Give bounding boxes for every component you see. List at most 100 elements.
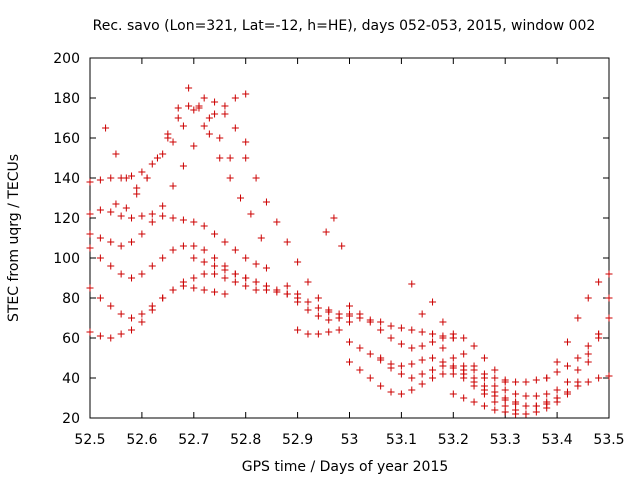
data-point-track-12 [294, 326, 302, 334]
data-point-track-11 [314, 304, 322, 312]
y-tick-label: 180 [53, 91, 80, 107]
data-point-track-16 [366, 318, 374, 326]
data-point-track-21 [563, 338, 571, 346]
data-point-track-03 [242, 90, 250, 98]
data-point-track-05 [138, 310, 146, 318]
data-point-track-06 [128, 326, 136, 334]
data-point-track-02 [96, 206, 104, 214]
data-point-track-09 [283, 290, 291, 298]
data-point-track-02 [252, 260, 260, 268]
data-point-track-19 [563, 378, 571, 386]
data-point-track-07 [133, 184, 141, 192]
data-point-track-16 [397, 340, 405, 348]
data-point-track-11 [418, 328, 426, 336]
data-point-track-20 [512, 410, 520, 418]
data-point-track-15 [429, 354, 437, 362]
data-point-track-08 [122, 204, 130, 212]
data-point-track-09 [221, 266, 229, 274]
data-point-track-09 [242, 274, 250, 282]
data-point-track-09 [231, 270, 239, 278]
data-point-track-20 [553, 398, 561, 406]
data-point-track-03 [169, 182, 177, 190]
data-point-track-08 [112, 200, 120, 208]
data-point-track-08 [185, 102, 193, 110]
data-point-track-05 [96, 294, 104, 302]
data-point-track-04 [190, 242, 198, 250]
data-point-track-16 [470, 342, 478, 350]
data-point-track-19 [522, 392, 530, 400]
data-point-track-18 [449, 354, 457, 362]
data-point-track-19 [605, 314, 613, 322]
data-point-track-21 [553, 358, 561, 366]
data-point-track-11 [408, 326, 416, 334]
data-point-track-01 [138, 168, 146, 176]
x-tick-label: 52.5 [74, 432, 105, 448]
data-point-track-04 [200, 246, 208, 254]
data-point-track-03 [200, 122, 208, 130]
data-point-track-08 [195, 104, 203, 112]
x-tick-label: 53.2 [438, 432, 469, 448]
data-point-track-19 [429, 298, 437, 306]
y-tick-label: 160 [53, 131, 80, 147]
data-point-track-05 [221, 274, 229, 282]
data-point-track-01 [231, 124, 239, 132]
data-point-track-20 [595, 330, 603, 338]
data-point-track-10 [252, 174, 260, 182]
data-point-track-02 [179, 216, 187, 224]
data-point-track-19 [439, 318, 447, 326]
data-point-track-16 [356, 310, 364, 318]
data-point-track-14 [429, 374, 437, 382]
data-point-track-06 [179, 282, 187, 290]
data-point-track-05 [252, 286, 260, 294]
data-point-track-02 [262, 264, 270, 272]
data-point-track-16 [439, 334, 447, 342]
y-axis-label: STEC from uqrg / TECUs [6, 154, 22, 322]
x-tick-label: 53.4 [542, 432, 573, 448]
data-point-track-18 [584, 342, 592, 350]
data-point-track-09 [325, 316, 333, 324]
data-point-track-17 [512, 398, 520, 406]
data-point-track-19 [543, 390, 551, 398]
data-point-track-01 [169, 138, 177, 146]
data-point-track-04 [148, 262, 156, 270]
data-point-track-11 [283, 282, 291, 290]
data-point-track-06 [159, 294, 167, 302]
data-point-track-10 [283, 238, 291, 246]
data-point-track-12 [314, 330, 322, 338]
data-point-track-07 [122, 174, 130, 182]
data-point-track-17 [501, 394, 509, 402]
data-point-track-16 [418, 342, 426, 350]
data-point-track-04 [138, 270, 146, 278]
data-point-track-16 [377, 326, 385, 334]
data-point-track-04 [96, 254, 104, 262]
data-point-track-17 [543, 398, 551, 406]
data-point-track-01 [179, 122, 187, 130]
data-point-track-06 [117, 330, 125, 338]
data-point-track-12 [325, 328, 333, 336]
data-point-track-11 [335, 310, 343, 318]
data-point-track-14 [356, 366, 364, 374]
data-point-track-07 [205, 130, 213, 138]
data-point-track-15 [346, 338, 353, 346]
data-point-track-08 [153, 154, 161, 162]
data-point-track-09 [200, 258, 208, 266]
data-point-track-17 [491, 388, 499, 396]
data-point-track-14 [449, 370, 457, 378]
data-point-track-01 [242, 138, 250, 146]
data-point-track-21 [605, 270, 613, 278]
data-point-track-20 [449, 390, 457, 398]
data-point-track-15 [418, 356, 426, 364]
data-point-track-17 [595, 374, 603, 382]
data-point-track-11 [325, 308, 333, 316]
data-point-track-11 [377, 318, 385, 326]
data-point-track-08 [174, 114, 182, 122]
data-point-track-14 [366, 374, 374, 382]
data-point-track-04 [86, 244, 94, 252]
data-point-track-01 [86, 178, 94, 186]
y-tick-label: 80 [62, 291, 80, 307]
data-point-track-20 [522, 410, 530, 418]
data-point-track-01 [221, 110, 229, 118]
x-tick-label: 52.9 [282, 432, 313, 448]
data-point-track-11 [387, 322, 395, 330]
